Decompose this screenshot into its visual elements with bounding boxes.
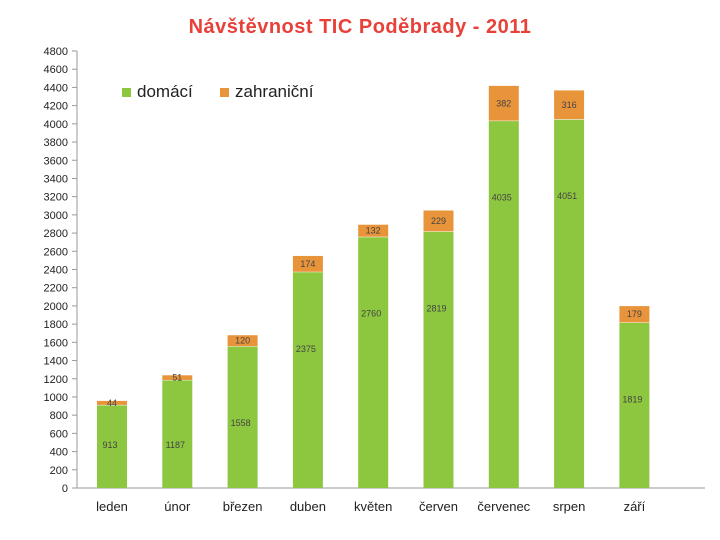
data-label-foreign: 44	[107, 398, 117, 408]
bar-domestic	[358, 236, 389, 488]
data-label-foreign: 179	[627, 309, 642, 319]
y-tick-label: 400	[50, 447, 68, 459]
bar-domestic	[97, 404, 127, 488]
bar-domestic	[488, 120, 519, 488]
bar-foreign	[554, 90, 585, 120]
x-tick-label: srpen	[553, 499, 586, 514]
x-tick-label: září	[624, 499, 646, 514]
bar-foreign	[97, 400, 127, 405]
data-label-domestic: 4035	[492, 193, 512, 203]
y-tick-label: 1400	[44, 356, 68, 368]
y-tick-label: 600	[50, 428, 68, 440]
data-label-domestic: 2819	[426, 303, 446, 313]
y-tick-label: 4200	[44, 101, 68, 113]
bar-domestic	[292, 271, 323, 488]
bar-domestic	[423, 231, 454, 488]
y-tick-label: 2800	[44, 228, 68, 240]
data-label-foreign: 120	[235, 336, 250, 346]
bar-foreign	[488, 85, 519, 121]
data-label-foreign: 316	[562, 100, 577, 110]
legend-item-foreign: zahraniční	[220, 82, 313, 102]
legend-item-domestic: domácí	[122, 82, 193, 102]
y-tick-label: 1600	[44, 337, 68, 349]
y-tick-label: 0	[62, 483, 68, 495]
chart-title: Návštěvnost TIC Poděbrady - 2011	[188, 16, 532, 38]
y-tick-label: 4000	[44, 119, 68, 131]
data-label-domestic: 1187	[166, 440, 185, 450]
bar-foreign	[227, 335, 258, 347]
data-label-domestic: 2760	[361, 309, 381, 319]
y-tick-label: 1000	[44, 392, 68, 404]
legend-swatch-foreign	[220, 87, 229, 97]
y-tick-label: 3000	[44, 210, 68, 222]
y-tick-label: 1800	[44, 319, 68, 331]
x-tick-label: duben	[290, 499, 326, 514]
bar-foreign	[292, 255, 323, 272]
data-label-foreign: 51	[172, 373, 182, 383]
y-tick-label: 3600	[44, 155, 68, 167]
y-tick-label: 4400	[44, 82, 68, 94]
data-label-domestic: 1558	[231, 418, 251, 428]
y-tick-label: 2200	[44, 283, 68, 295]
bar-domestic	[162, 379, 193, 488]
data-label-foreign: 174	[300, 259, 315, 269]
bar-domestic	[619, 322, 650, 488]
bar-foreign	[423, 210, 454, 232]
y-tick-label: 1200	[44, 374, 68, 386]
legend-label-domestic: domácí	[137, 82, 193, 101]
y-tick-label: 200	[50, 465, 68, 477]
y-tick-label: 3200	[44, 192, 68, 204]
y-tick-label: 4600	[44, 64, 68, 76]
y-tick-label: 800	[50, 410, 68, 422]
bar-foreign	[619, 306, 650, 323]
data-label-domestic: 1819	[622, 394, 642, 404]
x-tick-label: leden	[96, 499, 128, 514]
y-tick-label: 4800	[44, 46, 68, 58]
bar-domestic	[227, 346, 258, 488]
y-tick-label: 3800	[44, 137, 68, 149]
data-label-domestic: 913	[102, 440, 117, 450]
data-label-domestic: 4051	[557, 191, 577, 201]
x-tick-label: únor	[164, 499, 191, 514]
legend-swatch-domestic	[122, 87, 131, 97]
data-label-foreign: 382	[496, 98, 511, 108]
legend-label-foreign: zahraniční	[235, 82, 314, 101]
x-tick-label: červen	[419, 499, 458, 514]
x-tick-label: březen	[223, 499, 263, 514]
x-tick-label: květen	[354, 499, 392, 514]
data-label-foreign: 132	[366, 226, 381, 236]
bar-foreign	[162, 375, 193, 380]
x-tick-label: červenec	[477, 499, 530, 514]
data-label-foreign: 229	[431, 216, 446, 226]
y-tick-label: 2400	[44, 265, 68, 277]
data-label-domestic: 2375	[296, 344, 316, 354]
y-tick-label: 2600	[44, 246, 68, 258]
y-tick-label: 2000	[44, 301, 68, 313]
bar-domestic	[554, 119, 585, 488]
bar-foreign	[358, 224, 389, 237]
y-tick-label: 3400	[44, 173, 68, 185]
